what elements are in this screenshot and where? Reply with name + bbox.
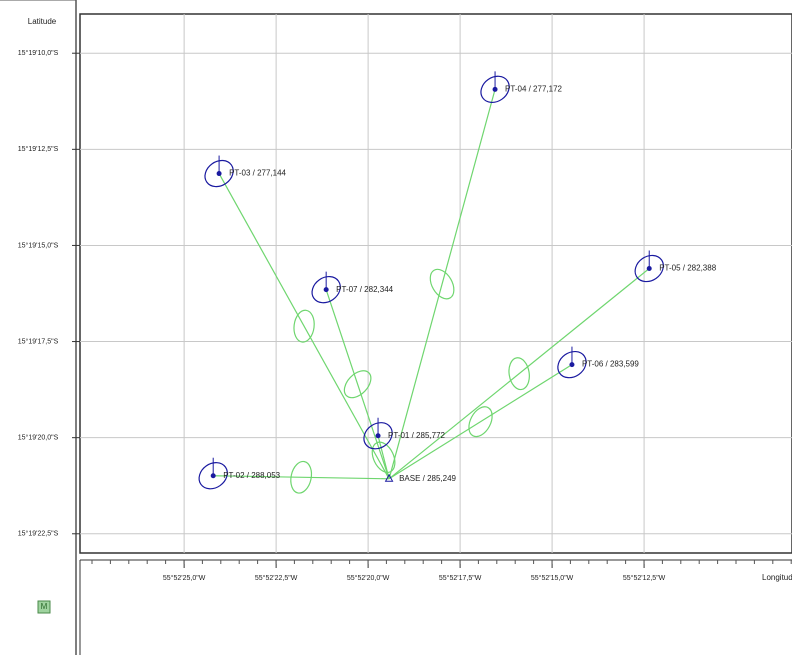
point-label: PT-03 / 277,144	[229, 169, 286, 178]
point	[323, 287, 329, 293]
baseline-vector	[388, 364, 573, 480]
baseline-vector	[388, 89, 496, 479]
vector-error-ellipse	[429, 268, 455, 300]
vector-error-ellipse	[371, 441, 396, 473]
point	[375, 433, 381, 439]
y-tick-label: 15°19'20,0"S	[18, 434, 59, 442]
y-axis-title: Latitude	[28, 17, 57, 26]
base-point	[384, 473, 394, 482]
vector-error-ellipse	[468, 406, 493, 438]
point-label: PT-02 / 288,053	[223, 471, 280, 480]
point-label: PT-04 / 277,172	[505, 84, 562, 93]
baseline-vector	[325, 289, 390, 479]
point	[210, 473, 216, 479]
point-error-ellipse	[198, 462, 228, 490]
x-tick-label: 55°52'20,0"W	[347, 574, 390, 582]
y-tick-label: 15°19'22,5"S	[18, 530, 59, 538]
baseline-vector	[218, 173, 390, 480]
x-tick-label: 55°52'22,5"W	[255, 574, 298, 582]
y-tick-label: 15°19'15,0"S	[18, 241, 59, 249]
point-label: PT-05 / 282,388	[659, 264, 716, 273]
baseline-vector	[388, 268, 650, 480]
app-icon: M	[37, 600, 51, 614]
vector-error-ellipse	[508, 357, 530, 391]
point-label: PT-07 / 282,344	[336, 285, 393, 294]
x-tick-label: 55°52'17,5"W	[439, 574, 482, 582]
point-error-ellipse	[363, 422, 393, 450]
x-tick-label: 55°52'12,5"W	[623, 574, 666, 582]
y-tick-label: 15°19'12,5"S	[18, 145, 59, 153]
x-tick-label: 55°52'25,0"W	[163, 574, 206, 582]
y-tick-label: 15°19'17,5"S	[18, 337, 59, 345]
point	[569, 362, 575, 368]
y-tick-label: 15°19'10,0"S	[18, 49, 59, 57]
point	[646, 266, 652, 272]
vector-error-ellipse	[290, 460, 313, 494]
svg-text:M: M	[41, 602, 48, 611]
baseline-vector	[213, 475, 390, 480]
point-error-ellipse	[311, 275, 341, 304]
point-error-ellipse	[634, 254, 664, 283]
point-label: BASE / 285,249	[399, 474, 456, 483]
x-axis-title: Longitud	[762, 573, 792, 582]
point	[492, 86, 498, 92]
point-error-ellipse	[204, 159, 234, 188]
point-error-ellipse	[480, 75, 510, 104]
plot-frame	[79, 13, 792, 554]
vector-error-ellipse	[343, 370, 372, 399]
vector-error-ellipse	[293, 309, 315, 343]
point-error-ellipse	[557, 350, 587, 379]
x-tick-label: 55°52'15,0"W	[531, 574, 574, 582]
point	[216, 171, 222, 177]
baseline-vector	[377, 435, 390, 479]
point-label: PT-01 / 285,772	[388, 431, 445, 440]
point-label: PT-06 / 283,599	[582, 360, 639, 369]
